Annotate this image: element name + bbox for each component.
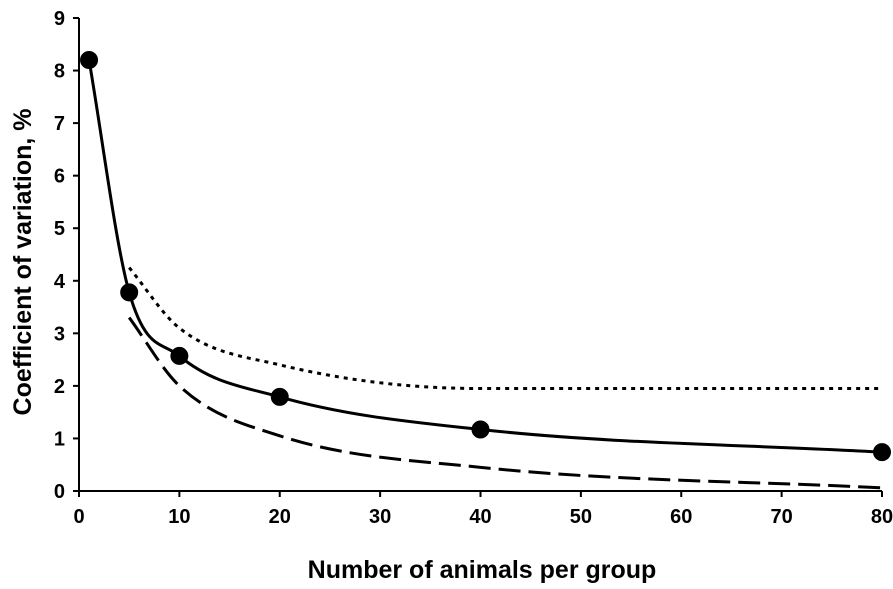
y-tick-label: 9	[54, 8, 65, 30]
x-axis-ticks: 0 10 20 30 40 50 60 70 80	[73, 491, 893, 528]
data-point-marker	[120, 283, 139, 302]
series-lines	[87, 59, 883, 490]
y-tick-label: 3	[54, 323, 65, 345]
series-line-solid-with-markers	[87, 59, 883, 454]
data-point-marker	[873, 443, 891, 462]
data-point-marker	[170, 346, 189, 365]
x-tick-label: 10	[168, 506, 190, 528]
y-tick-label: 5	[54, 218, 65, 240]
y-axis-ticks: 0 1 2 3 4 5 6 7 8 9	[54, 8, 79, 503]
x-tick-label: 50	[570, 506, 592, 528]
series-line-dashed	[127, 316, 883, 490]
y-axis-title: Coefficient of variation, %	[9, 109, 37, 416]
x-tick-label: 30	[369, 506, 391, 528]
x-tick-label: 60	[670, 506, 692, 528]
y-tick-label: 1	[54, 428, 65, 450]
x-tick-label: 80	[871, 506, 893, 528]
y-tick-label: 8	[54, 61, 65, 83]
y-tick-label: 2	[54, 376, 65, 398]
y-tick-label: 4	[54, 271, 66, 293]
data-point-marker	[80, 51, 99, 70]
series-line-dotted	[128, 266, 882, 391]
x-tick-label: 0	[73, 506, 84, 528]
data-point-marker	[270, 387, 289, 406]
y-tick-label: 7	[54, 113, 65, 135]
y-tick-label: 0	[54, 481, 65, 503]
x-tick-label: 40	[469, 506, 491, 528]
y-tick-label: 6	[54, 166, 65, 188]
data-point-marker	[471, 420, 490, 439]
x-axis-title: Number of animals per group	[308, 556, 657, 584]
x-tick-label: 20	[269, 506, 291, 528]
x-tick-label: 70	[771, 506, 793, 528]
series-markers	[80, 51, 891, 462]
